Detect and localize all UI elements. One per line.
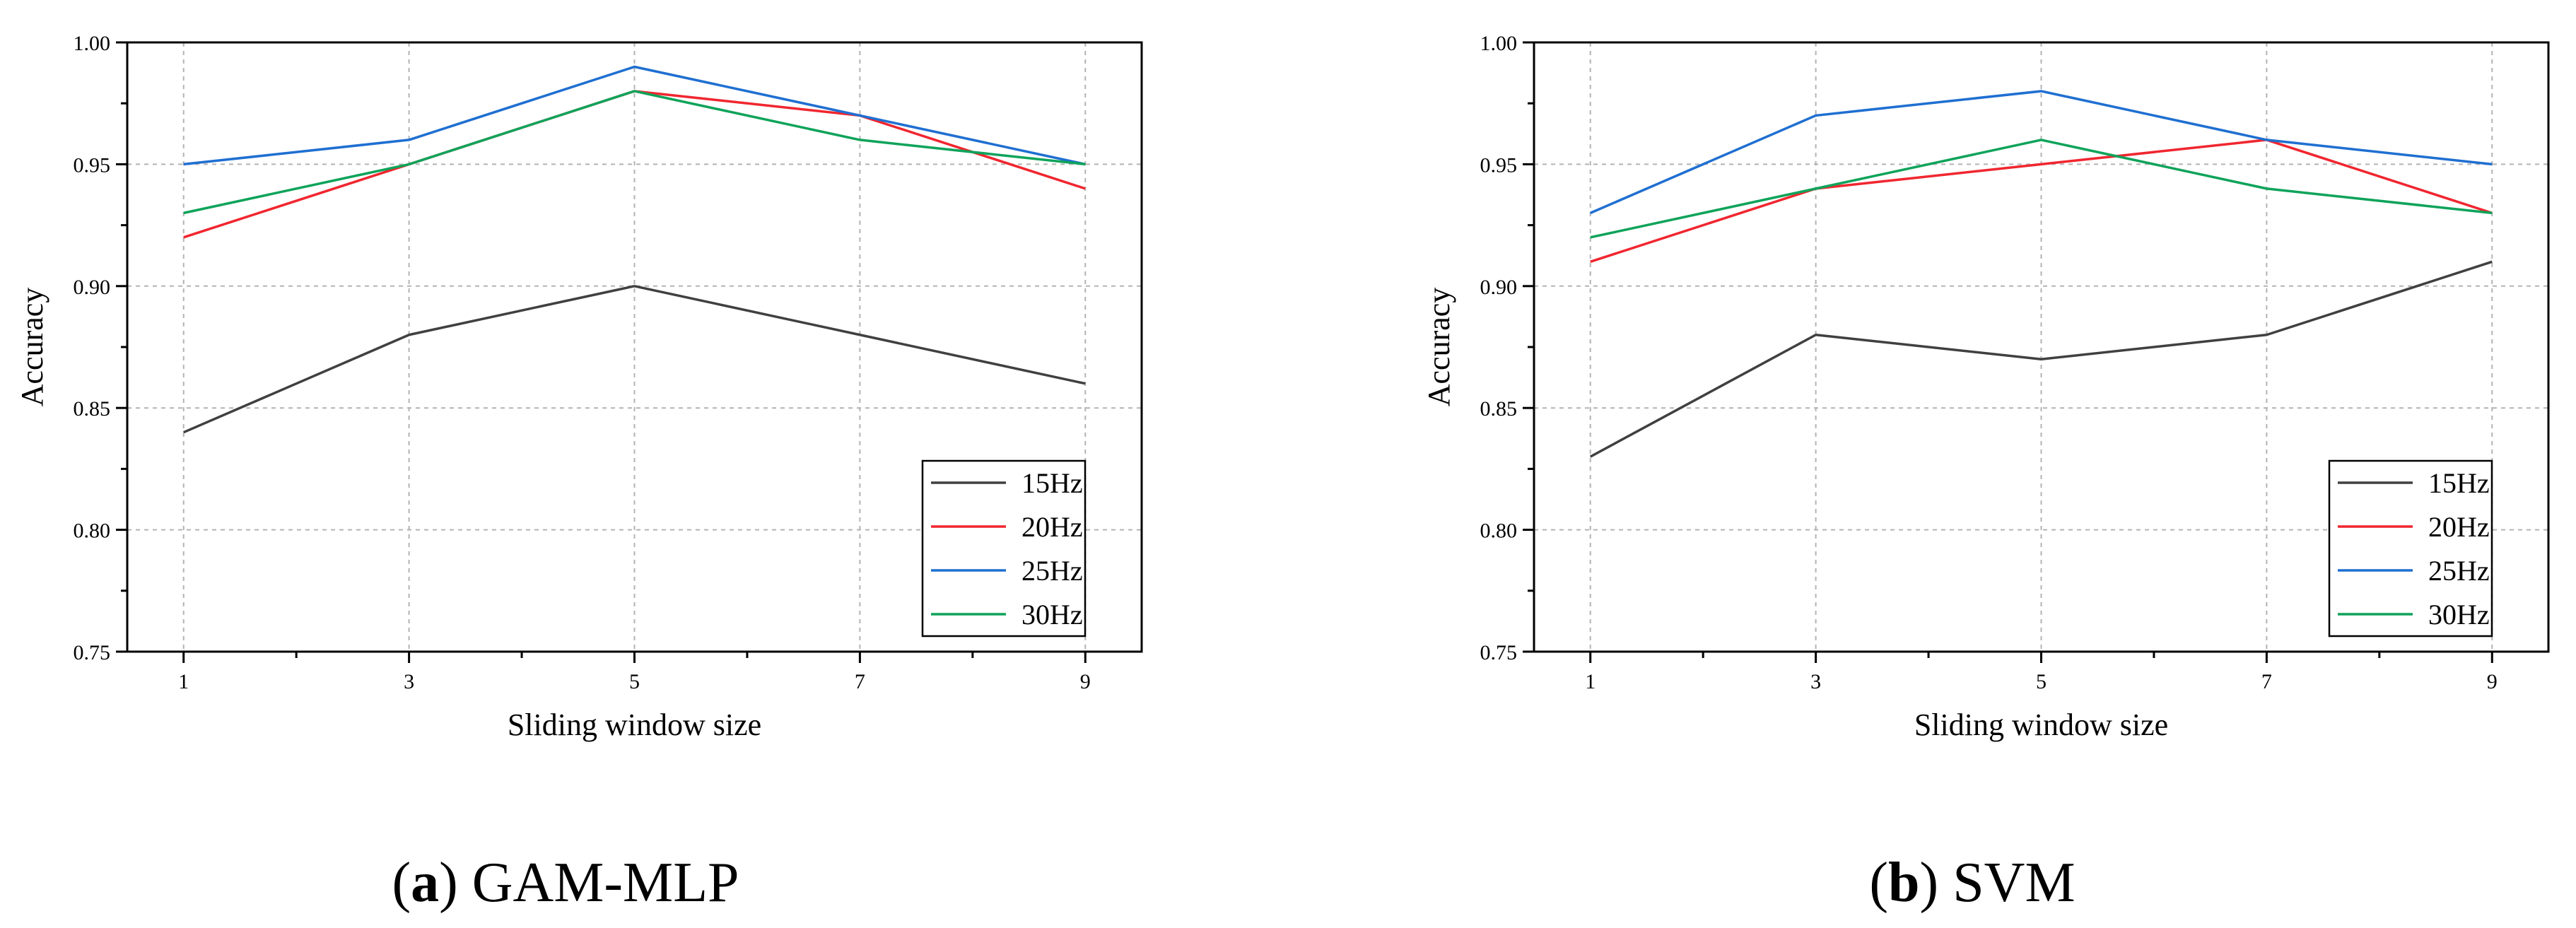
caption-close-paren: ) [1920,852,1953,914]
x-tick-label: 9 [2487,670,2498,693]
y-tick-label: 0.80 [74,519,111,543]
caption-name: GAM-MLP [472,852,739,914]
y-axis-title: Accuracy [15,288,49,407]
legend-label-15Hz: 15Hz [2428,467,2490,499]
x-tick-label: 1 [1585,670,1596,693]
x-tick-label: 1 [178,670,189,693]
x-tick-label: 7 [2261,670,2272,693]
y-tick-label: 0.95 [74,153,111,177]
y-tick-label: 0.80 [1480,519,1518,543]
chart-b: 1 3 5 7 9 0.75 0.80 0.85 0.90 0.95 1.00 Sliding win… [1422,32,2550,914]
x-tick-label: 7 [855,670,865,693]
y-tick-label: 0.75 [1480,641,1518,664]
panel-caption: (b) SVM [1869,852,2075,914]
y-tick-label: 0.75 [74,641,111,664]
y-tick-label: 1.00 [74,32,111,55]
chart-a: 1 3 5 7 9 0.75 0.80 0.85 0.90 0.95 1.00 Sliding win… [15,32,1143,914]
legend-box [2328,459,2493,638]
legend: 15Hz 20Hz 25Hz 30Hz [2328,459,2493,638]
x-tick-label: 9 [1080,670,1091,693]
x-axis-title: Sliding window size [508,707,761,742]
legend: 15Hz 20Hz 25Hz 30Hz [921,459,1087,638]
caption-close-paren: ) [439,852,472,914]
x-tick-label: 5 [2036,670,2047,693]
series-line-25Hz [1590,90,2493,214]
legend-label-30Hz: 30Hz [1021,599,1083,630]
panel-caption: (a) GAM-MLP [392,852,739,914]
y-tick-label: 0.85 [74,397,111,421]
legend-label-15Hz: 15Hz [1021,467,1083,499]
y-tick-label: 0.90 [74,276,111,299]
caption-letter-bold: b [1888,852,1920,914]
series-line-20Hz [1590,139,2493,263]
y-tick-label: 0.95 [1480,153,1518,177]
x-tick-label: 5 [629,670,640,693]
legend-label-25Hz: 25Hz [1021,555,1083,587]
y-tick-label: 0.85 [1480,397,1518,421]
y-tick-label: 1.00 [1480,32,1518,55]
legend-box [921,459,1087,638]
legend-label-25Hz: 25Hz [2428,555,2490,587]
caption-name: SVM [1953,852,2075,914]
y-axis-title: Accuracy [1422,288,1456,407]
y-tick-label: 0.90 [1480,276,1518,299]
x-axis-title: Sliding window size [1914,707,2168,742]
legend-label-20Hz: 20Hz [2428,511,2490,543]
x-tick-label: 3 [1810,670,1821,693]
legend-label-30Hz: 30Hz [2428,599,2490,630]
x-tick-label: 3 [404,670,414,693]
caption-open-paren: ( [392,852,411,914]
caption-letter-bold: a [411,852,439,914]
caption-open-paren: ( [1869,852,1888,914]
legend-label-20Hz: 20Hz [1021,511,1083,543]
